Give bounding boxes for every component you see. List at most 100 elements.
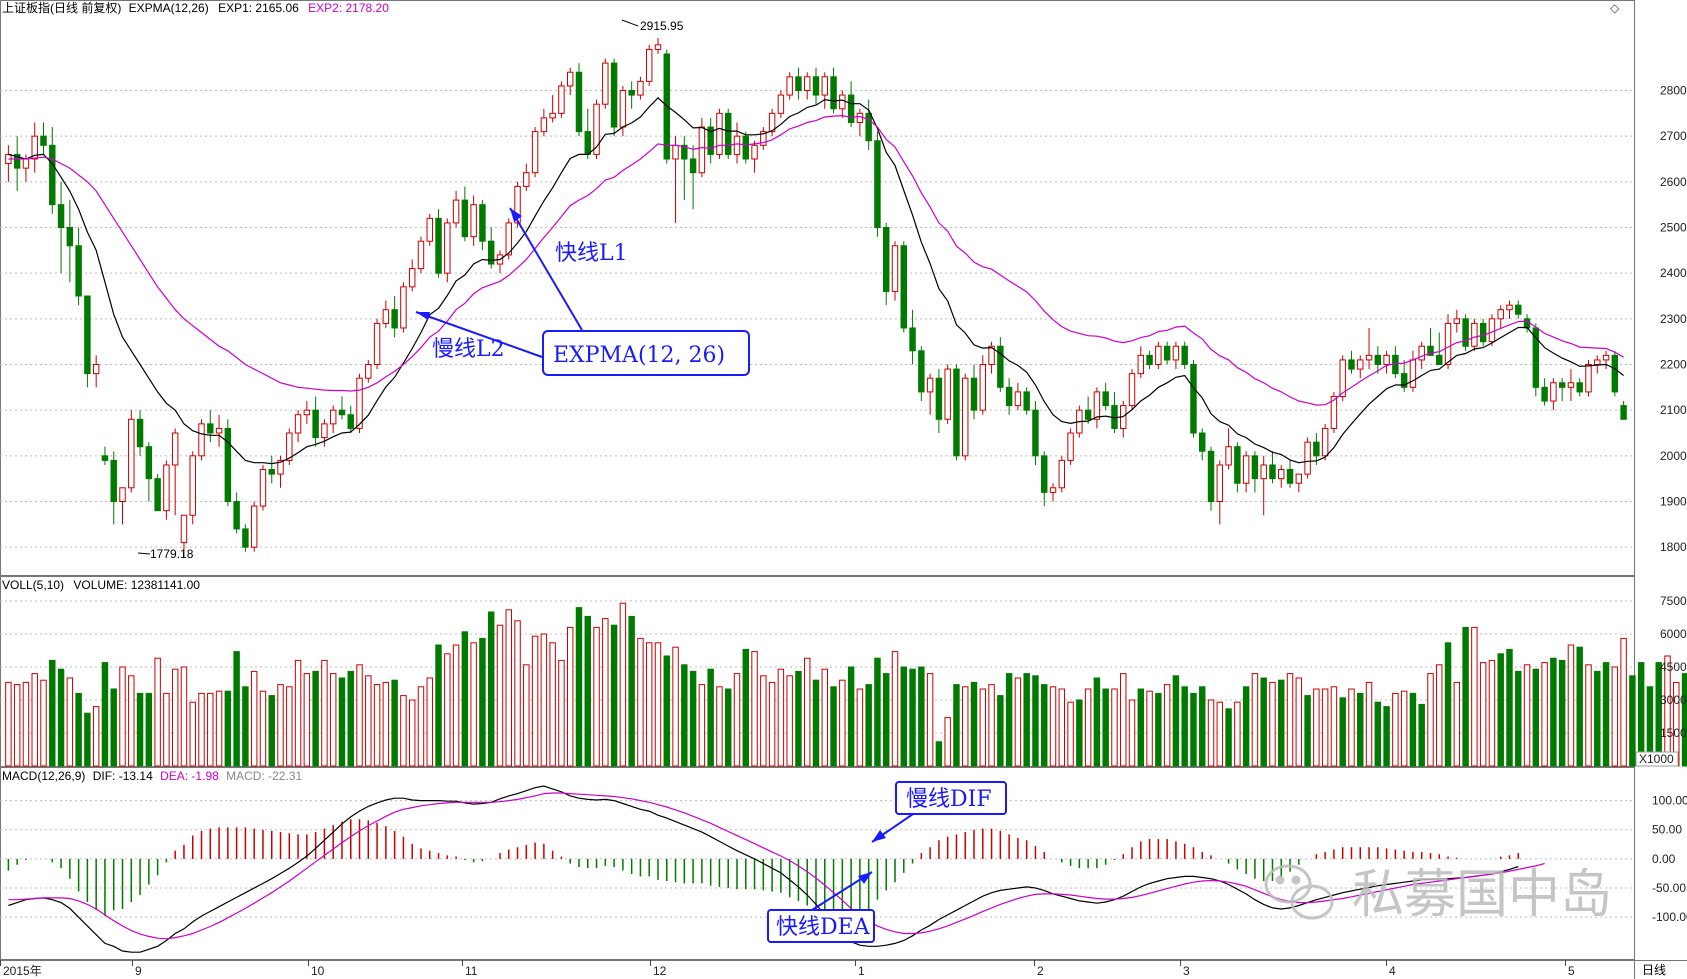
slow-dif-label: 慢线DIF	[906, 787, 992, 812]
volume-bar-down	[1497, 653, 1504, 767]
x-axis-label: 1	[858, 964, 865, 978]
high-marker-line	[621, 19, 639, 27]
candle-up	[1339, 359, 1346, 397]
volume-bar-up	[645, 642, 653, 767]
candle-down	[207, 423, 214, 434]
volume-bar-up	[1014, 677, 1022, 767]
candle-down	[1023, 391, 1030, 411]
volume-bar-down	[1242, 686, 1250, 767]
candle-up	[979, 364, 987, 411]
candle-down	[57, 204, 65, 229]
candle-up	[452, 199, 460, 224]
volume-bar-down	[242, 686, 249, 767]
price-tick-label: 2100	[1660, 403, 1687, 417]
candle-up	[1225, 446, 1232, 466]
candle-up	[356, 377, 363, 429]
candle-up	[180, 514, 188, 544]
fast-dea-label: 快线DEA	[776, 915, 871, 940]
volume-bar-down	[479, 637, 486, 767]
volume-bar-down	[1041, 684, 1048, 767]
macd-dea-value: DEA: -1.98	[160, 769, 219, 783]
volume-bar-up	[128, 675, 135, 767]
volume-bar-down	[1374, 701, 1382, 767]
candle-up	[514, 185, 521, 224]
candle-down	[918, 350, 925, 393]
x-axis-label: 2	[1037, 964, 1044, 978]
candle-up	[1497, 309, 1504, 320]
volume-bar-down	[110, 688, 117, 767]
candle-up	[128, 418, 135, 489]
volume-bar-up	[189, 701, 196, 767]
candle-up	[1278, 469, 1285, 480]
macd-dif-value: DIF: -13.14	[93, 769, 153, 783]
candle-down	[1181, 345, 1188, 366]
candle-up	[119, 487, 126, 502]
volume-tick-label: 45000	[1660, 660, 1687, 674]
volume-bar-down	[689, 670, 697, 767]
price-tick-label: 2800	[1660, 84, 1687, 98]
volume-bar-up	[1234, 701, 1241, 767]
candle-down	[1102, 391, 1109, 407]
volume-bar-down	[1444, 642, 1452, 767]
volume-bar-up	[250, 670, 258, 767]
volume-bar-down	[145, 692, 153, 767]
candle-down	[145, 446, 153, 480]
volume-bar-up	[470, 642, 477, 767]
candle-up	[250, 505, 258, 548]
volume-bar-up	[31, 673, 38, 767]
candle-up	[444, 222, 451, 274]
x-axis-label: 4	[1389, 964, 1396, 978]
candle-down	[970, 377, 978, 411]
candle-up	[1128, 373, 1136, 407]
volume-bar-up	[1400, 690, 1408, 767]
macd-tick-label: -100.00	[1652, 910, 1687, 924]
candle-up	[558, 85, 565, 114]
volume-bar-up	[891, 651, 899, 767]
candle-up	[171, 432, 179, 466]
low-price-label: 1779.18	[150, 547, 194, 561]
volume-bar-up	[979, 688, 987, 767]
candle-down	[66, 227, 74, 247]
candle-down	[84, 295, 91, 375]
candle-up	[760, 131, 767, 146]
volume-bar-down	[1418, 703, 1425, 767]
candle-down	[1286, 469, 1294, 484]
volume-bar-up	[1348, 688, 1355, 767]
candle-down	[1400, 373, 1408, 388]
candle-up	[733, 135, 741, 155]
volume-bar-down	[49, 659, 56, 767]
volume-bar-up	[1067, 701, 1074, 767]
volume-bar-up	[926, 673, 934, 767]
candle-up	[31, 135, 38, 160]
annotation-slow-line: 慢线L2	[415, 311, 543, 362]
wechat-icon	[1264, 864, 1334, 920]
candle-up	[593, 103, 600, 155]
volume-bar-down	[435, 644, 442, 767]
volume-indicator-name: VOLL(5,10)	[2, 578, 64, 592]
volume-bar-up	[426, 677, 433, 767]
volume-bar-up	[1567, 644, 1575, 767]
candle-up	[1585, 364, 1592, 393]
candle-down	[1576, 382, 1583, 393]
volume-bar-down	[1550, 657, 1557, 767]
candle-up	[637, 80, 644, 96]
candle-up	[1137, 354, 1145, 375]
volume-bar-down	[347, 670, 354, 767]
candle-down	[681, 144, 688, 160]
volume-bar-down	[970, 681, 978, 767]
candle-down	[1146, 354, 1153, 366]
chart-title: 上证板指(日线 前复权)	[2, 0, 121, 15]
volume-bar-down	[1155, 692, 1162, 767]
volume-bar-down	[1199, 686, 1206, 767]
candle-up	[303, 409, 311, 416]
volume-tick-label: 75000	[1660, 594, 1687, 608]
candle-down	[1005, 386, 1013, 407]
candle-up	[259, 469, 267, 507]
volume-bar-up	[286, 686, 293, 767]
volume-bar-up	[777, 668, 785, 767]
candle-up	[1304, 441, 1311, 475]
exp2-line	[8, 114, 1624, 406]
candle-down	[953, 368, 960, 457]
diamond-icon[interactable]: ◇	[1610, 1, 1620, 15]
